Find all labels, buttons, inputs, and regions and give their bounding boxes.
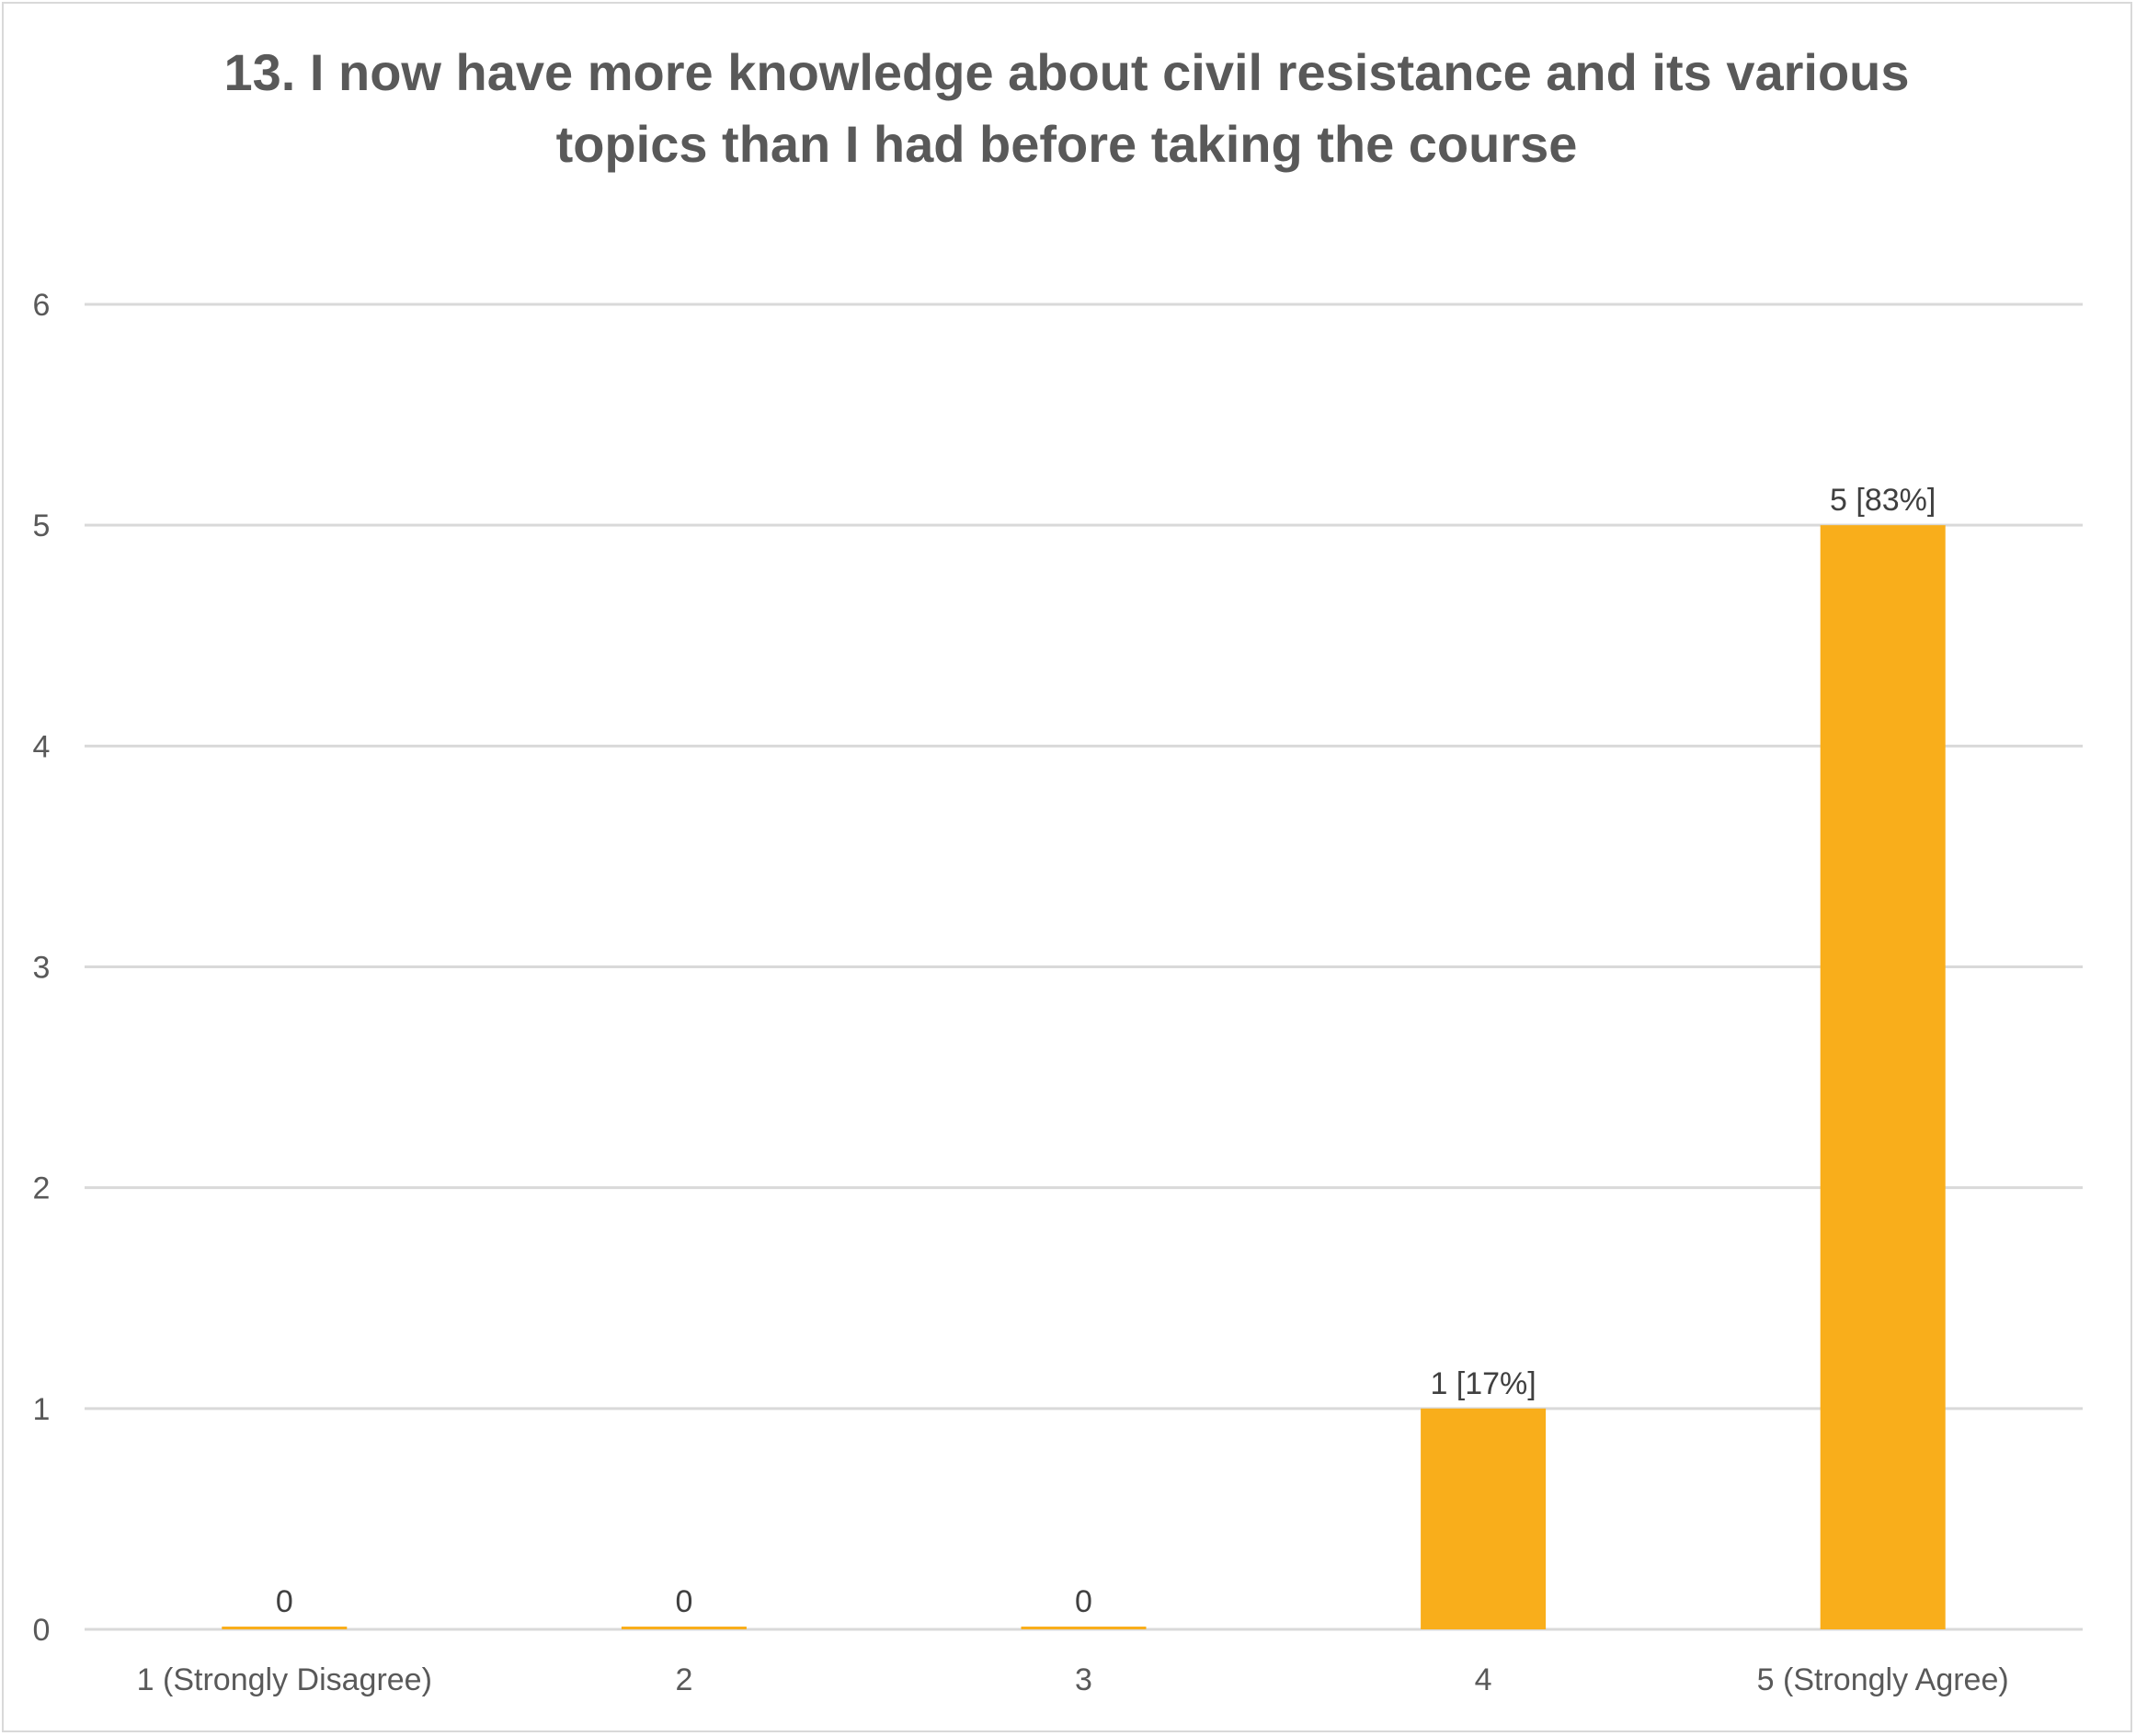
y-tick-label-3: 3 xyxy=(33,951,51,986)
bars xyxy=(222,525,1946,1629)
bar-4 xyxy=(1421,1408,1547,1629)
data-label-5: 5 [83%] xyxy=(1830,483,1936,518)
data-label-4: 1 [17%] xyxy=(1430,1366,1536,1401)
gridlines xyxy=(85,303,2083,1631)
chart-title: 13. I now have more knowledge about civi… xyxy=(223,43,1910,173)
y-tick-label-0: 0 xyxy=(33,1613,51,1648)
y-tick-label-5: 5 xyxy=(33,508,51,543)
x-tick-label-4: 4 xyxy=(1475,1662,1492,1697)
x-tick-label-3: 3 xyxy=(1075,1662,1092,1697)
y-tick-label-6: 6 xyxy=(33,288,51,323)
x-tick-label-1: 1 (Strongly Disagree) xyxy=(137,1662,432,1697)
data-label-2: 0 xyxy=(675,1584,692,1619)
y-tick-label-1: 1 xyxy=(33,1392,51,1427)
data-label-1: 0 xyxy=(276,1584,293,1619)
bar-1 xyxy=(222,1627,348,1629)
x-tick-label-5: 5 (Strongly Agree) xyxy=(1757,1662,2009,1697)
y-tick-label-4: 4 xyxy=(33,729,51,764)
data-label-3: 0 xyxy=(1075,1584,1092,1619)
bar-3 xyxy=(1021,1627,1147,1629)
y-tick-label-2: 2 xyxy=(33,1171,51,1206)
bar-2 xyxy=(621,1627,747,1629)
data-labels: 0 0 0 1 [17%] 5 [83%] xyxy=(276,483,1936,1619)
y-axis-tick-labels: 0 1 2 3 4 5 6 xyxy=(33,288,51,1648)
x-axis-tick-labels: 1 (Strongly Disagree) 2 3 4 5 (Strongly Agre… xyxy=(137,1662,2009,1697)
x-tick-label-2: 2 xyxy=(675,1662,692,1697)
bar-5 xyxy=(1820,525,1946,1629)
